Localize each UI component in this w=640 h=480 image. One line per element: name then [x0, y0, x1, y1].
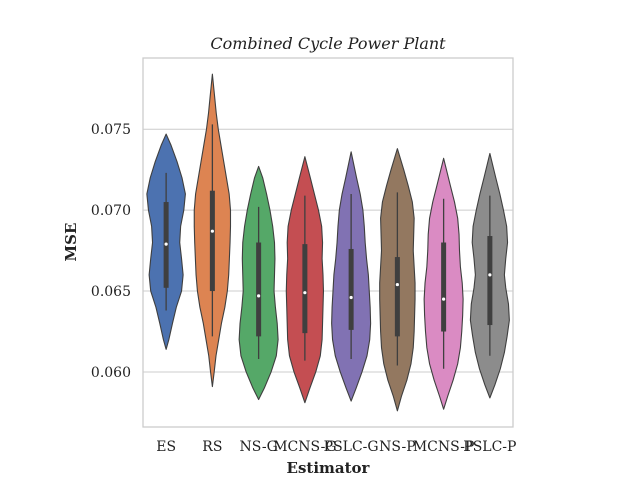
x-tick-label: RS: [202, 439, 222, 455]
violin-pslc-p: [469, 152, 510, 399]
violin-median: [488, 273, 492, 277]
violin-median: [164, 242, 168, 246]
x-tick-label: PSLC-P: [463, 439, 516, 455]
violin-es: [146, 133, 186, 350]
y-tick-label: 0.075: [91, 122, 131, 138]
y-tick-label: 0.070: [91, 203, 131, 219]
x-tick-label: MCNS-G: [273, 439, 336, 455]
violin-iqr-box: [302, 244, 308, 334]
x-tick-label: MCNS-P: [413, 439, 475, 455]
violin-iqr-box: [394, 257, 400, 337]
violin-median: [442, 297, 446, 301]
violin-ns-p: [379, 148, 416, 412]
violin-median: [210, 229, 214, 233]
violin-median: [395, 282, 399, 287]
violin-iqr-box: [256, 242, 262, 337]
violin-mcns-g: [285, 156, 325, 404]
violin-ns-g: [238, 165, 279, 401]
violin-iqr-box: [441, 242, 447, 332]
x-tick-label: ES: [156, 439, 176, 455]
violin-pslc-g: [331, 151, 372, 402]
y-tick-label: 0.065: [91, 284, 131, 300]
violin-iqr-box: [348, 248, 354, 330]
violin-median: [303, 291, 307, 295]
x-axis-label: Estimator: [287, 459, 371, 477]
violins: [146, 73, 510, 412]
chart-title: Combined Cycle Power Plant: [210, 34, 446, 53]
x-tick-label: NS-G: [239, 439, 277, 455]
violin-median: [349, 295, 353, 300]
violin-iqr-box: [487, 236, 493, 326]
violin-median: [257, 294, 261, 298]
x-tick-label: PSLC-G: [324, 439, 379, 455]
violin-iqr-box: [209, 190, 215, 292]
x-tick-label: NS-P: [379, 439, 416, 455]
plot-frame: [142, 57, 514, 428]
y-axis-label: MSE: [62, 223, 80, 262]
y-tick-label: 0.060: [91, 365, 131, 381]
violin-mcns-p: [423, 157, 464, 410]
violin-rs: [193, 73, 232, 388]
y-tick-labels: 0.060 0.065 0.070 0.075: [91, 122, 131, 381]
